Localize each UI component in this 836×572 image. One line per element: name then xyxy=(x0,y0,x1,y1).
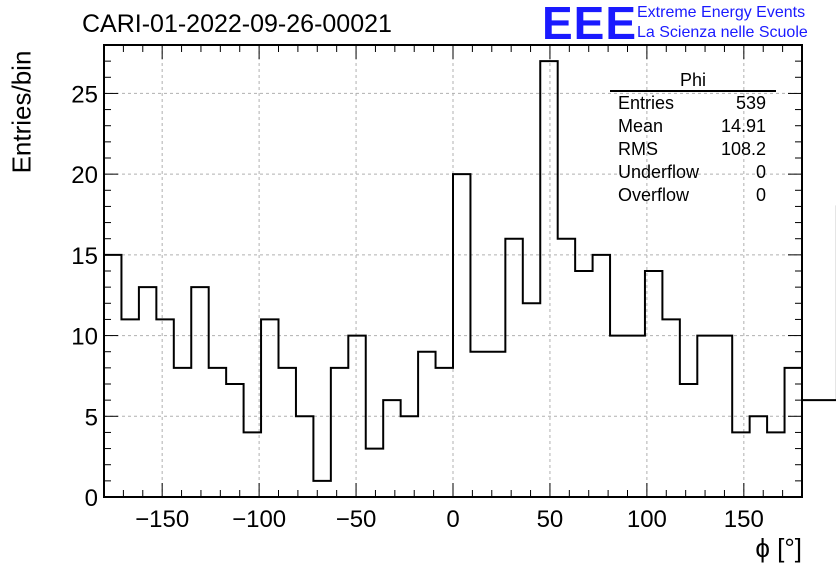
y-tick-label: 20 xyxy=(71,162,98,189)
stats-label: Underflow xyxy=(618,162,700,182)
y-axis-label: Entries/bin xyxy=(6,50,37,174)
histogram-bin xyxy=(244,432,261,497)
histogram-bin xyxy=(348,336,365,497)
stats-row-underflow: Underflow 0 xyxy=(610,161,776,184)
stats-label: Entries xyxy=(618,93,675,113)
histogram-bin xyxy=(819,400,836,497)
histogram-bin xyxy=(470,352,487,497)
x-tick-label: 0 xyxy=(446,506,459,533)
y-tick-label: 5 xyxy=(85,404,98,431)
histogram-bin xyxy=(732,432,749,497)
histogram-bin xyxy=(523,303,540,497)
x-axis-label: ϕ [°] xyxy=(755,533,802,563)
histogram-bin xyxy=(383,400,400,497)
histogram-bin xyxy=(785,368,802,497)
y-tick-label: 10 xyxy=(71,324,98,351)
histogram-bin xyxy=(540,61,557,497)
histogram-bin xyxy=(296,416,313,497)
x-tick-label: −50 xyxy=(336,506,377,533)
stats-row-overflow: Overflow 0 xyxy=(610,184,776,207)
histogram-bin xyxy=(139,287,156,497)
stats-value: 539 xyxy=(735,93,766,113)
histogram-bin xyxy=(436,368,453,497)
histogram-step-line xyxy=(104,60,836,482)
stats-row-mean: Mean 14.91 xyxy=(610,115,776,138)
x-tick-label: −150 xyxy=(135,506,189,533)
y-tick-label: 15 xyxy=(71,243,98,270)
histogram-bin xyxy=(558,239,575,497)
stats-value: 108.2 xyxy=(720,139,766,159)
stats-label: Overflow xyxy=(618,185,690,205)
stats-label: RMS xyxy=(618,139,658,159)
histogram-bin xyxy=(488,352,505,497)
histogram-bin xyxy=(680,384,697,497)
histogram-bin xyxy=(453,174,470,497)
eee-logo: EEE xyxy=(542,0,638,49)
histogram-bin xyxy=(121,319,138,497)
y-tick-label: 0 xyxy=(85,485,98,512)
histogram-bin xyxy=(593,255,610,497)
stats-value: 14.91 xyxy=(720,116,766,136)
histogram-bin xyxy=(575,271,592,497)
histogram-bin xyxy=(331,368,348,497)
stats-row-rms: RMS 108.2 xyxy=(610,138,776,161)
stats-value: 0 xyxy=(755,162,766,182)
histogram-bin xyxy=(366,449,383,497)
histogram-bin xyxy=(750,416,767,497)
histogram-bin xyxy=(662,319,679,497)
y-tick-label: 25 xyxy=(71,81,98,108)
histogram-bin xyxy=(191,287,208,497)
stats-value: 0 xyxy=(755,185,766,205)
histogram-bin xyxy=(226,384,243,497)
x-tick-label: 150 xyxy=(724,506,764,533)
histogram-bin xyxy=(261,319,278,497)
stats-title: Phi xyxy=(610,70,776,92)
histogram-bin xyxy=(645,271,662,497)
brand-name: Extreme Energy Events xyxy=(637,4,806,21)
histogram-bin xyxy=(104,255,121,497)
stats-row-entries: Entries 539 xyxy=(610,92,776,115)
x-tick-label: −100 xyxy=(232,506,286,533)
histogram-bin xyxy=(715,336,732,497)
histogram-bin xyxy=(505,239,522,497)
histogram-bin xyxy=(802,400,819,497)
stats-box: Phi Entries 539 Mean 14.91 RMS 108.2 Und… xyxy=(610,70,776,207)
plot-frame xyxy=(103,44,803,498)
histogram-bin xyxy=(174,368,191,497)
histogram-bin xyxy=(313,481,330,497)
axis-ticks xyxy=(103,44,803,498)
histogram-bin xyxy=(209,368,226,497)
histogram-bin xyxy=(628,336,645,497)
histogram-bin xyxy=(401,416,418,497)
y-tick-labels: 0 5 10 15 20 25 xyxy=(71,81,98,512)
histogram-bin xyxy=(156,319,173,497)
histogram-bin xyxy=(418,352,435,497)
histogram-bin xyxy=(767,432,784,497)
brand-subtitle: La Scienza nelle Scuole xyxy=(637,24,808,41)
x-tick-label: 50 xyxy=(537,506,564,533)
histogram-bin xyxy=(610,336,627,497)
x-tick-label: 100 xyxy=(627,506,667,533)
histogram-bin xyxy=(697,336,714,497)
chart-title: CARI-01-2022-09-26-00021 xyxy=(82,10,392,38)
x-tick-labels: −150 −100 −50 0 50 100 150 xyxy=(135,506,764,533)
histogram-bin xyxy=(279,368,296,497)
stats-label: Mean xyxy=(618,116,664,136)
